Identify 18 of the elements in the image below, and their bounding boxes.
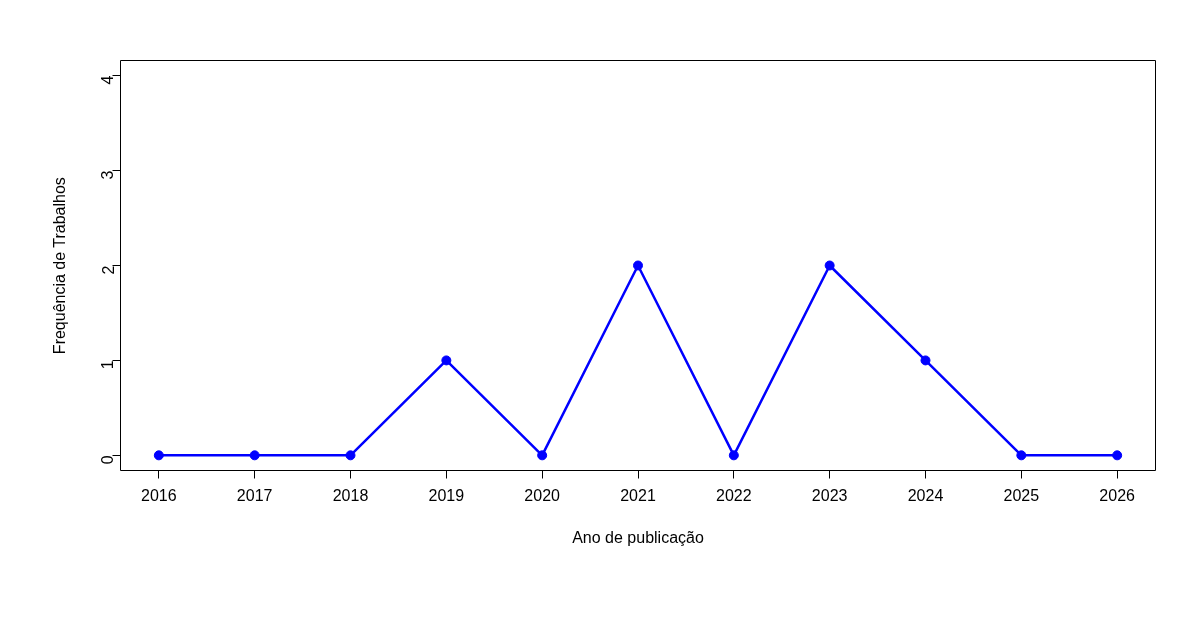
y-tick-label: 1 (99, 360, 117, 370)
y-tick-label: 2 (99, 265, 117, 275)
x-tick-label: 2022 (716, 486, 752, 504)
y-tick-label: 3 (99, 170, 117, 180)
x-axis-title: Ano de publicação (572, 528, 704, 546)
x-tick-label: 2016 (141, 486, 177, 504)
y-tick-label: 0 (99, 455, 117, 465)
x-tick-label: 2021 (620, 486, 656, 504)
y-axis-title: Frequência de Trabalhos (50, 177, 68, 355)
y-tick-label: 4 (99, 75, 117, 85)
x-tick-label: 2023 (811, 486, 848, 504)
x-tick-label: 2017 (236, 486, 273, 504)
x-tick-label: 2026 (1099, 486, 1136, 504)
x-tick-label: 2018 (332, 486, 369, 504)
x-tick-label: 2024 (907, 486, 944, 504)
x-tick-label: 2019 (428, 486, 465, 504)
x-tick-label: 2025 (1003, 486, 1040, 504)
x-tick-label: 2020 (524, 486, 561, 504)
